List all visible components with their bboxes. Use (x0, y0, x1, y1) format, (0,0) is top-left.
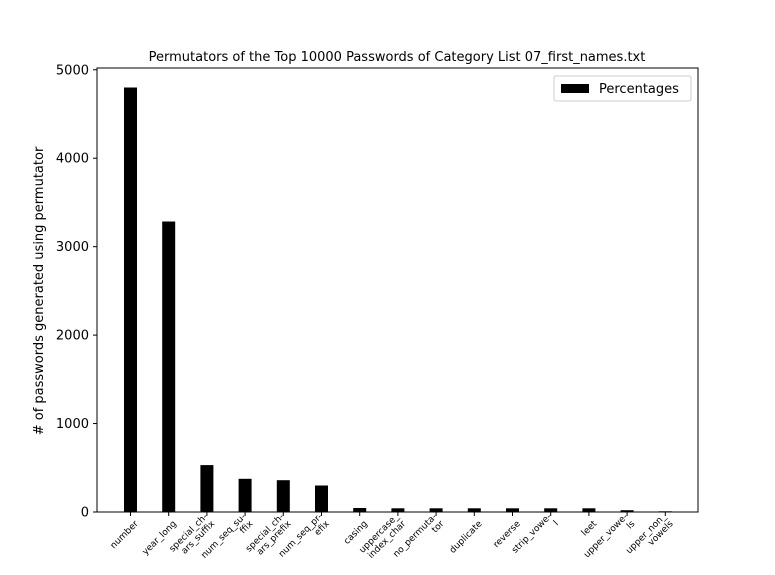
bar (544, 508, 558, 512)
bar (124, 87, 137, 512)
x-axis: number year_longspecial_ch-ars_suffixnum_… (109, 512, 676, 563)
x-tick-label: number (109, 519, 141, 551)
bar (467, 508, 481, 512)
y-tick-label: 5000 (56, 63, 89, 78)
bar (506, 508, 519, 512)
x-tick-label: upper_non_vowels (624, 512, 675, 563)
y-tick-label: 0 (81, 506, 89, 521)
bar (429, 508, 443, 512)
chart-title: Permutators of the Top 10000 Passwords o… (149, 50, 646, 65)
bar (238, 478, 252, 512)
bars-group (124, 87, 672, 512)
legend: Percentages (553, 75, 692, 102)
legend-box (553, 75, 692, 102)
y-tick-label: 1000 (56, 417, 89, 432)
plot-frame (96, 67, 699, 513)
x-tick-label-line: number (109, 519, 141, 551)
x-tick-label-line: leet (580, 519, 599, 538)
bar (315, 485, 328, 512)
y-axis-label: # of passwords generated using permutato… (32, 146, 47, 435)
x-tick-label: leet (580, 519, 599, 538)
bar (200, 465, 214, 512)
bar (353, 508, 367, 512)
x-tick-label-line: strip_vowe- (510, 512, 554, 556)
bar (582, 508, 596, 512)
y-tick-label: 4000 (56, 152, 89, 167)
bar (391, 508, 405, 512)
x-tick-label: strip_vowe-l (510, 512, 561, 563)
x-tick-label-line: duplicate (448, 519, 485, 556)
x-tick-label-line: l (552, 519, 561, 528)
legend-swatch (561, 84, 589, 93)
y-tick-label: 3000 (56, 240, 89, 255)
x-tick-label-line: upper_vowe- (582, 512, 630, 560)
y-axis: 0 1000 2000 3000 4000 5000 (56, 63, 97, 521)
x-tick-label: duplicate (448, 519, 485, 556)
bar (276, 480, 290, 512)
bar (620, 510, 634, 512)
y-tick-label: 2000 (56, 329, 89, 344)
legend-label: Percentages (599, 82, 679, 97)
bar (162, 221, 176, 512)
